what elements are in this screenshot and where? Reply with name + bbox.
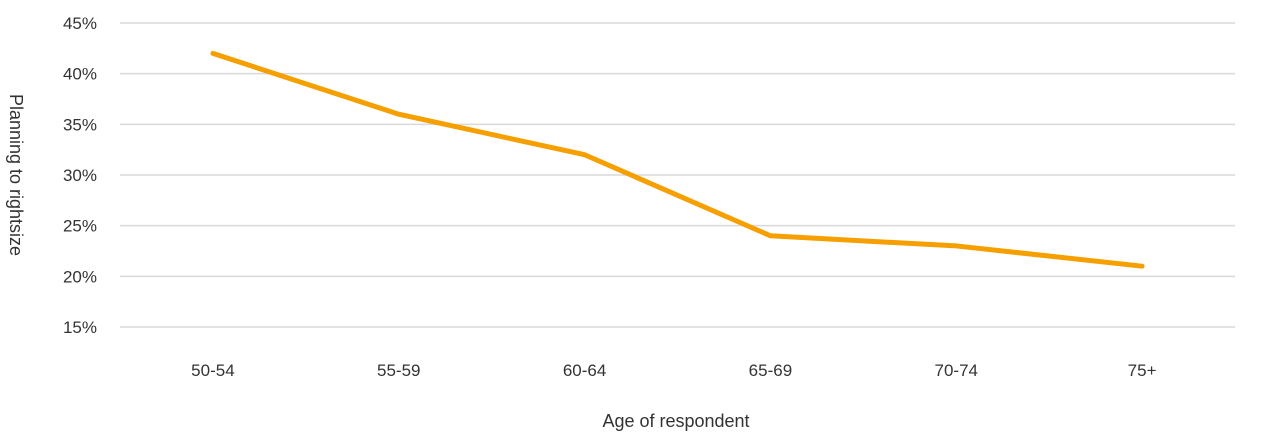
y-axis-ticks: 15% 20% 25% 30% 35% 40% 45%	[63, 14, 97, 337]
x-tick-label: 60-64	[563, 361, 606, 380]
x-axis-title: Age of respondent	[602, 411, 749, 431]
series-line	[210, 50, 1145, 269]
grid-lines	[120, 22, 1235, 328]
x-axis-ticks: 50-54 55-59 60-64 65-69 70-74 75+	[191, 361, 1156, 380]
x-tick-label: 70-74	[935, 361, 978, 380]
y-tick-label: 35%	[63, 115, 97, 134]
y-axis-title: Planning to rightsize	[6, 94, 26, 256]
x-tick-label: 55-59	[377, 361, 420, 380]
x-tick-label: 65-69	[749, 361, 792, 380]
y-tick-label: 25%	[63, 217, 97, 236]
y-tick-label: 45%	[63, 14, 97, 33]
series-layer	[210, 50, 1145, 269]
y-tick-label: 15%	[63, 318, 97, 337]
x-tick-label: 50-54	[191, 361, 234, 380]
y-tick-label: 20%	[63, 267, 97, 286]
x-tick-label: 75+	[1128, 361, 1157, 380]
y-tick-label: 40%	[63, 65, 97, 84]
y-tick-label: 30%	[63, 166, 97, 185]
